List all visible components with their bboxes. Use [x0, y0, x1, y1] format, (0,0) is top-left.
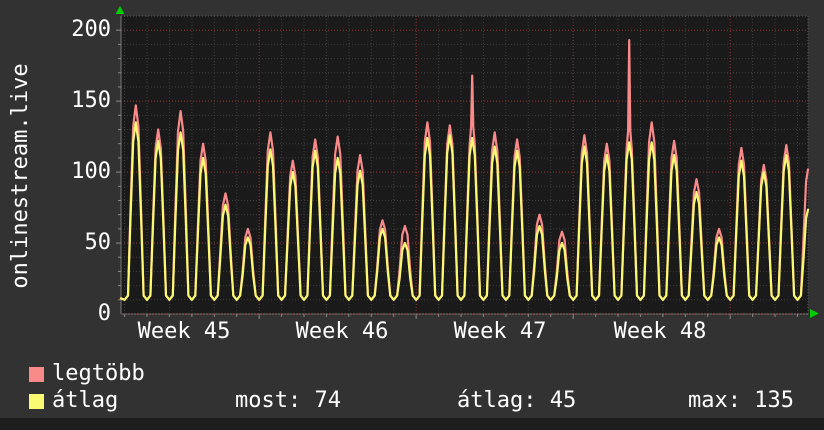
legend-label-atlag: átlag	[52, 388, 119, 413]
y-axis-arrow-icon	[115, 6, 125, 14]
y-tick-label: 150	[71, 88, 111, 114]
legend-label-legtobb: legtöbb	[52, 361, 145, 386]
x-week-label: Week 47	[453, 319, 547, 344]
x-week-label: Week 48	[613, 319, 707, 344]
stat-max: max: 135	[688, 388, 794, 413]
x-week-label: Week 46	[295, 319, 389, 344]
series-atlag-line	[119, 121, 810, 301]
legend-swatch-atlag	[29, 394, 44, 409]
stat-most: most: 74	[235, 388, 341, 413]
stat-atlag: átlag: 45	[457, 388, 577, 413]
y-tick-label: 0	[97, 301, 111, 326]
x-week-label: Week 45	[137, 319, 231, 344]
legend-swatch-legtobb	[29, 367, 44, 382]
y-tick-label: 200	[71, 17, 111, 43]
y-tick-label: 50	[84, 230, 112, 256]
vertical-title: onlinestream.live	[8, 63, 33, 289]
bottom-edge-strip	[0, 418, 824, 430]
x-axis-arrow-icon	[810, 309, 819, 318]
y-tick-label: 100	[71, 159, 111, 185]
